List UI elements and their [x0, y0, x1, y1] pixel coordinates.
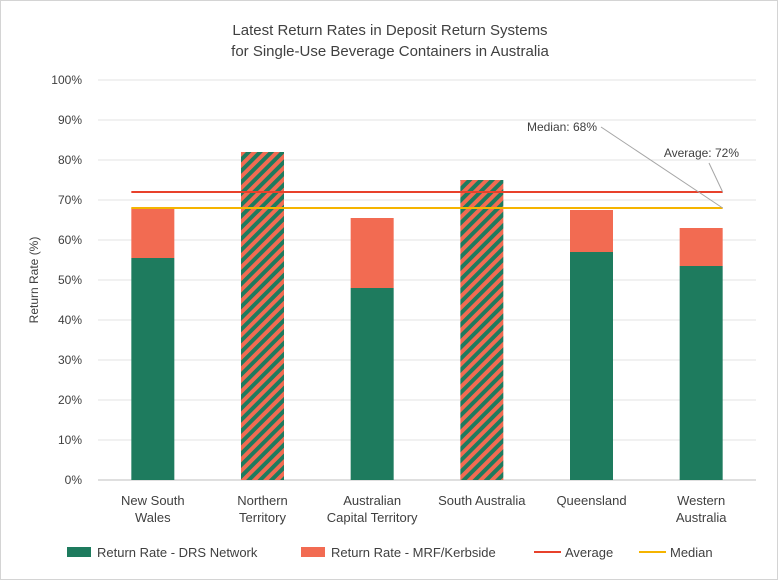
y-tick-label: 30%: [58, 353, 82, 367]
y-tick-label: 90%: [58, 113, 82, 127]
y-axis-title: Return Rate (%): [27, 237, 41, 324]
chart-title-line-2: for Single-Use Beverage Containers in Au…: [231, 43, 549, 60]
y-tick-label: 50%: [58, 273, 82, 287]
y-tick-label: 40%: [58, 313, 82, 327]
bar-drs-network: [570, 252, 613, 480]
legend-label-mrf: Return Rate - MRF/Kerbside: [331, 545, 496, 560]
average-annotation: Average: 72%: [664, 146, 739, 160]
bar-drs-network: [679, 266, 723, 480]
y-tick-label: 60%: [58, 233, 82, 247]
x-tick-label: New South Wales: [121, 493, 185, 525]
chart-title-line-1: Latest Return Rates in Deposit Return Sy…: [232, 22, 547, 39]
x-tick-labels: New South Wales Northern Territory Australia…: [121, 493, 727, 525]
legend: Return Rate - DRS Network Return Rate - …: [67, 545, 713, 560]
y-tick-label: 10%: [58, 433, 82, 447]
annotations: Median: 68% Average: 72%: [527, 120, 739, 209]
grid: [98, 79, 756, 481]
x-tick-label: Queensland: [556, 493, 626, 508]
legend-label-average: Average: [565, 545, 613, 560]
y-tick-label: 20%: [58, 393, 82, 407]
y-tick-label: 100%: [51, 73, 82, 87]
x-tick-label: Northern Territory: [237, 493, 288, 525]
average-leader-line: [708, 162, 724, 193]
x-tick-label: Australian Capital Territory: [327, 493, 418, 525]
legend-swatch-mrf: [301, 547, 325, 557]
bar-mrf-kerbside: [350, 218, 394, 288]
median-leader-line: [600, 126, 723, 209]
bar-hatched-total: [241, 152, 284, 480]
y-tick-label: 80%: [58, 153, 82, 167]
y-tick-label: 0%: [65, 473, 83, 487]
legend-label-drs: Return Rate - DRS Network: [97, 545, 258, 560]
bar-drs-network: [131, 258, 175, 480]
bar-drs-network: [350, 288, 394, 480]
bar-hatched-total: [460, 180, 504, 480]
x-tick-label: South Australia: [438, 493, 526, 508]
x-tick-label: Western Australia: [676, 493, 727, 525]
median-annotation: Median: 68%: [527, 120, 597, 134]
y-tick-label: 70%: [58, 193, 82, 207]
y-tick-labels: 0% 10% 20% 30% 40% 50% 60% 70% 80% 90% 100%: [51, 73, 82, 487]
bars: [131, 152, 723, 480]
legend-label-median: Median: [670, 545, 713, 560]
bar-mrf-kerbside: [131, 208, 175, 258]
legend-swatch-drs: [67, 547, 91, 557]
bar-mrf-kerbside: [679, 228, 723, 266]
bar-mrf-kerbside: [570, 210, 613, 252]
reference-lines: [131, 191, 723, 209]
